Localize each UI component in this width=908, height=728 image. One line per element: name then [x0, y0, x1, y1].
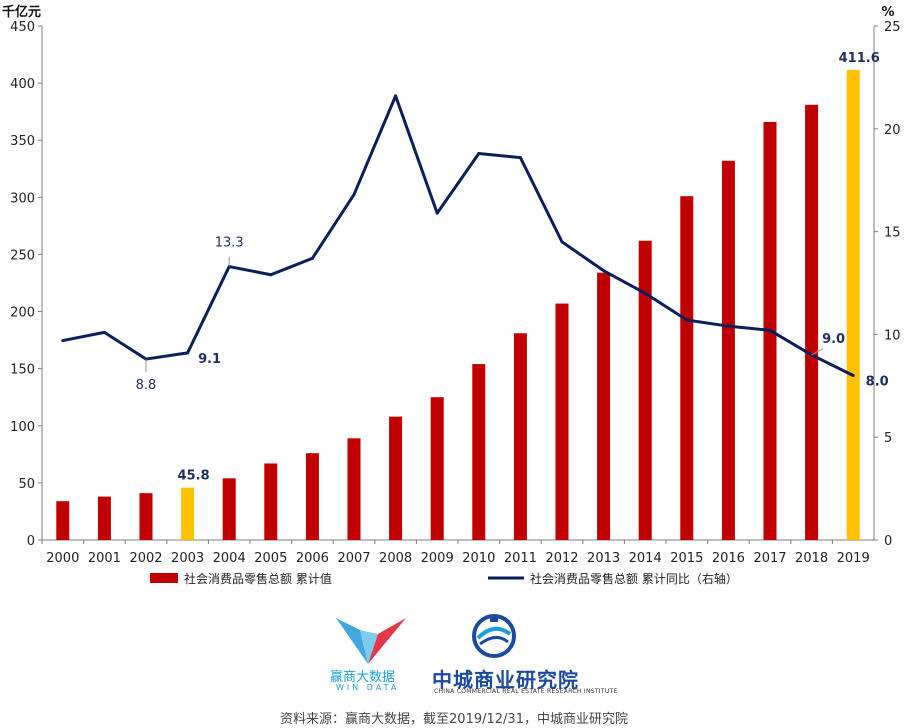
left-tick-label: 150	[10, 363, 35, 378]
right-tick-label: 20	[884, 123, 901, 138]
source-note: 资料来源：赢商大数据，截至2019/12/31，中城商业研究院	[280, 712, 628, 727]
bar-2008	[389, 416, 403, 540]
x-tick-label: 2001	[88, 551, 121, 566]
left-axis-unit: 千亿元	[2, 4, 41, 20]
x-tick-label: 2000	[46, 551, 79, 566]
x-tick-label: 2009	[421, 551, 454, 566]
x-tick-label: 2007	[337, 551, 370, 566]
bar-2003	[181, 487, 195, 540]
x-tick-label: 2005	[254, 551, 287, 566]
growth-point-2014	[643, 291, 647, 295]
bar-2018	[805, 104, 819, 541]
left-tick-label: 450	[10, 20, 35, 35]
left-tick-label: 300	[10, 191, 35, 206]
growth-point-2015	[685, 318, 689, 322]
x-tick-label: 2014	[629, 551, 662, 566]
bar-2016	[721, 160, 735, 540]
left-tick-label: 250	[10, 248, 35, 263]
growth-point-2009	[435, 211, 439, 215]
growth-point-2012	[560, 240, 564, 244]
bar-2004	[222, 478, 236, 540]
legend-bar-swatch	[150, 573, 178, 583]
bar-2012	[555, 303, 569, 540]
x-tick-label: 2015	[670, 551, 703, 566]
growth-point-2001	[102, 330, 106, 334]
bar-2010	[472, 364, 486, 540]
bar-label-2019: 411.6	[839, 51, 880, 66]
right-tick-label: 25	[884, 20, 901, 35]
right-tick-label: 10	[884, 328, 901, 343]
growth-point-2013	[602, 269, 606, 273]
growth-point-2007	[352, 193, 356, 197]
x-tick-label: 2013	[587, 551, 620, 566]
left-tick-label: 400	[10, 77, 35, 92]
logo-area: 赢商大数据 WIN DATA 中城商业研究院 CHINA COMMERCIAL …	[330, 612, 617, 704]
growth-point-2019	[851, 374, 855, 378]
line-label-2004: 13.3	[215, 236, 244, 251]
bar-2001	[97, 496, 111, 540]
growth-point-2011	[518, 156, 522, 160]
x-tick-label: 2004	[213, 551, 246, 566]
bar-line-chart: 千亿元 % 0 50 100 150 200 250 300 350 400 450 0 5 10 15 20 2…	[2, 4, 901, 586]
bar-2013	[597, 272, 611, 540]
x-tick-label: 2018	[795, 551, 828, 566]
line-label-2019: 8.0	[866, 375, 889, 390]
line-label-2018: 9.0	[822, 332, 845, 347]
institute-logo-name: 中城商业研究院	[432, 668, 579, 692]
legend-line-label: 社会消费品零售总额 累计同比（右轴）	[530, 571, 738, 586]
x-tick-label: 2008	[379, 551, 412, 566]
bar-2014	[638, 240, 652, 540]
left-tick-label: 50	[18, 477, 35, 492]
bar-2015	[680, 196, 694, 541]
x-tick-label: 2019	[837, 551, 870, 566]
bar-2000	[56, 501, 70, 540]
bar-2019	[846, 69, 860, 541]
line-label-2003: 9.1	[198, 352, 221, 367]
right-axis-unit: %	[881, 5, 894, 20]
x-tick-label: 2016	[712, 551, 745, 566]
windata-logo-subtitle: WIN DATA	[336, 683, 400, 692]
x-tick-label: 2017	[753, 551, 786, 566]
line-label-2002: 8.8	[136, 378, 157, 393]
growth-point-2017	[768, 328, 772, 332]
windata-logo-icon	[336, 618, 406, 664]
x-tick-label: 2003	[171, 551, 204, 566]
growth-line	[62, 94, 854, 377]
institute-logo-subtitle: CHINA COMMERCIAL REAL ESTATE RESEARCH IN…	[434, 688, 618, 695]
institute-logo-icon	[472, 614, 516, 658]
x-tick-label: 2010	[462, 551, 495, 566]
line-label-leader	[811, 348, 823, 356]
growth-point-2005	[269, 273, 273, 277]
left-tick-label: 350	[10, 134, 35, 149]
logo-graphics	[336, 614, 516, 664]
left-tick-label: 100	[10, 420, 35, 435]
growth-point-2010	[477, 151, 481, 155]
bar-2005	[264, 463, 278, 540]
growth-point-2016	[726, 324, 730, 328]
right-tick-label: 5	[884, 431, 892, 446]
growth-point-2003	[186, 351, 190, 355]
right-tick-label: 15	[884, 226, 901, 241]
bar-2002	[139, 493, 153, 540]
bar-label-2003: 45.8	[178, 469, 210, 484]
x-tick-label: 2006	[296, 551, 329, 566]
right-tick-label: 0	[884, 534, 892, 549]
bar-2011	[513, 333, 527, 540]
windata-logo-name: 赢商大数据	[330, 670, 396, 685]
growth-point-2006	[310, 256, 314, 260]
legend-bar-label: 社会消费品零售总额 累计值	[184, 571, 332, 586]
x-tick-label: 2002	[129, 551, 162, 566]
left-tick-label: 0	[27, 534, 35, 549]
bar-2007	[347, 438, 361, 540]
growth-point-2000	[61, 339, 65, 343]
bar-2009	[430, 397, 444, 540]
left-tick-label: 200	[10, 306, 35, 321]
x-tick-label: 2012	[545, 551, 578, 566]
growth-point-2008	[394, 94, 398, 98]
x-tick-label: 2011	[504, 551, 537, 566]
bar-2006	[305, 453, 319, 540]
